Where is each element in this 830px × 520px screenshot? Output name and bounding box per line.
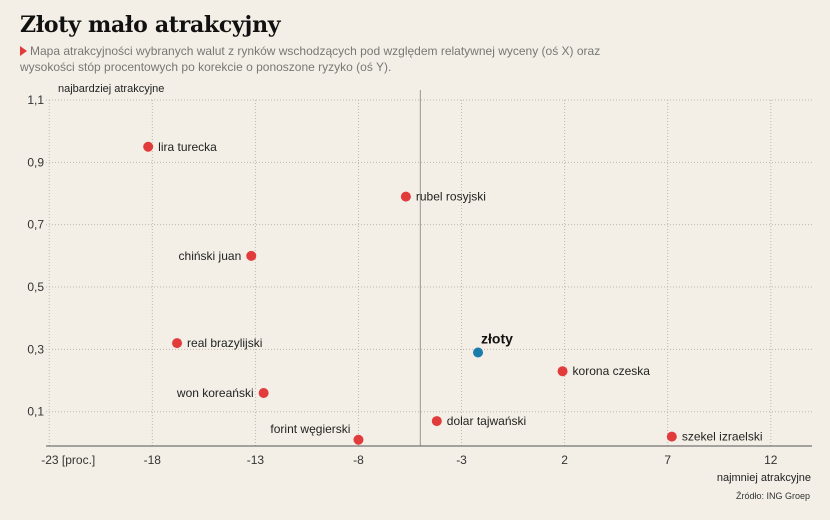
- data-label: chiński juan: [179, 249, 242, 263]
- data-point: [431, 416, 442, 427]
- data-point: [172, 338, 183, 349]
- source-note: Źródło: ING Groep: [735, 491, 810, 501]
- y-tick-label: 0,5: [27, 280, 44, 294]
- data-point: [258, 388, 269, 399]
- chart-subtitle: Mapa atrakcyjności wybranych walut z ryn…: [20, 43, 620, 75]
- data-point: [557, 366, 568, 377]
- data-label: real brazylijski: [187, 336, 262, 350]
- data-point: [400, 191, 411, 202]
- data-point: [473, 347, 484, 358]
- data-label: korona czeska: [573, 364, 651, 378]
- y-tick-label: 1,1: [27, 93, 44, 107]
- data-label: rubel rosyjski: [416, 190, 486, 204]
- red-triangle-icon: [20, 46, 27, 56]
- x-tick-label: -13: [247, 453, 265, 467]
- data-label: won koreański: [176, 386, 254, 400]
- x-tick-label: -18: [144, 453, 162, 467]
- x-axis-label: najmniej atrakcyjne: [717, 472, 811, 484]
- subtitle-text: Mapa atrakcyjności wybranych walut z ryn…: [20, 44, 601, 74]
- data-label: szekel izraelski: [682, 430, 763, 444]
- x-tick-label: -3: [456, 453, 467, 467]
- y-axis-label: najbardziej atrakcyjne: [58, 83, 164, 95]
- x-tick-label: 7: [664, 453, 671, 467]
- x-tick-label: 12: [764, 453, 778, 467]
- data-point: [143, 141, 154, 152]
- y-tick-label: 0,1: [27, 405, 44, 419]
- data-label: dolar tajwański: [447, 414, 526, 428]
- x-tick-label: -23 [proc.]: [41, 453, 95, 467]
- data-label: lira turecka: [158, 140, 217, 154]
- data-label: forint węgierski: [270, 422, 350, 436]
- y-tick-label: 0,7: [27, 218, 44, 232]
- y-tick-label: 0,3: [27, 342, 44, 356]
- data-point: [666, 431, 677, 442]
- data-point: [353, 434, 364, 445]
- data-label: złoty: [481, 330, 513, 346]
- y-tick-label: 0,9: [27, 155, 44, 169]
- x-tick-label: 2: [561, 453, 568, 467]
- chart-title: Złoty mało atrakcyjny: [20, 12, 281, 38]
- data-point: [246, 250, 257, 261]
- x-tick-label: -8: [353, 453, 364, 467]
